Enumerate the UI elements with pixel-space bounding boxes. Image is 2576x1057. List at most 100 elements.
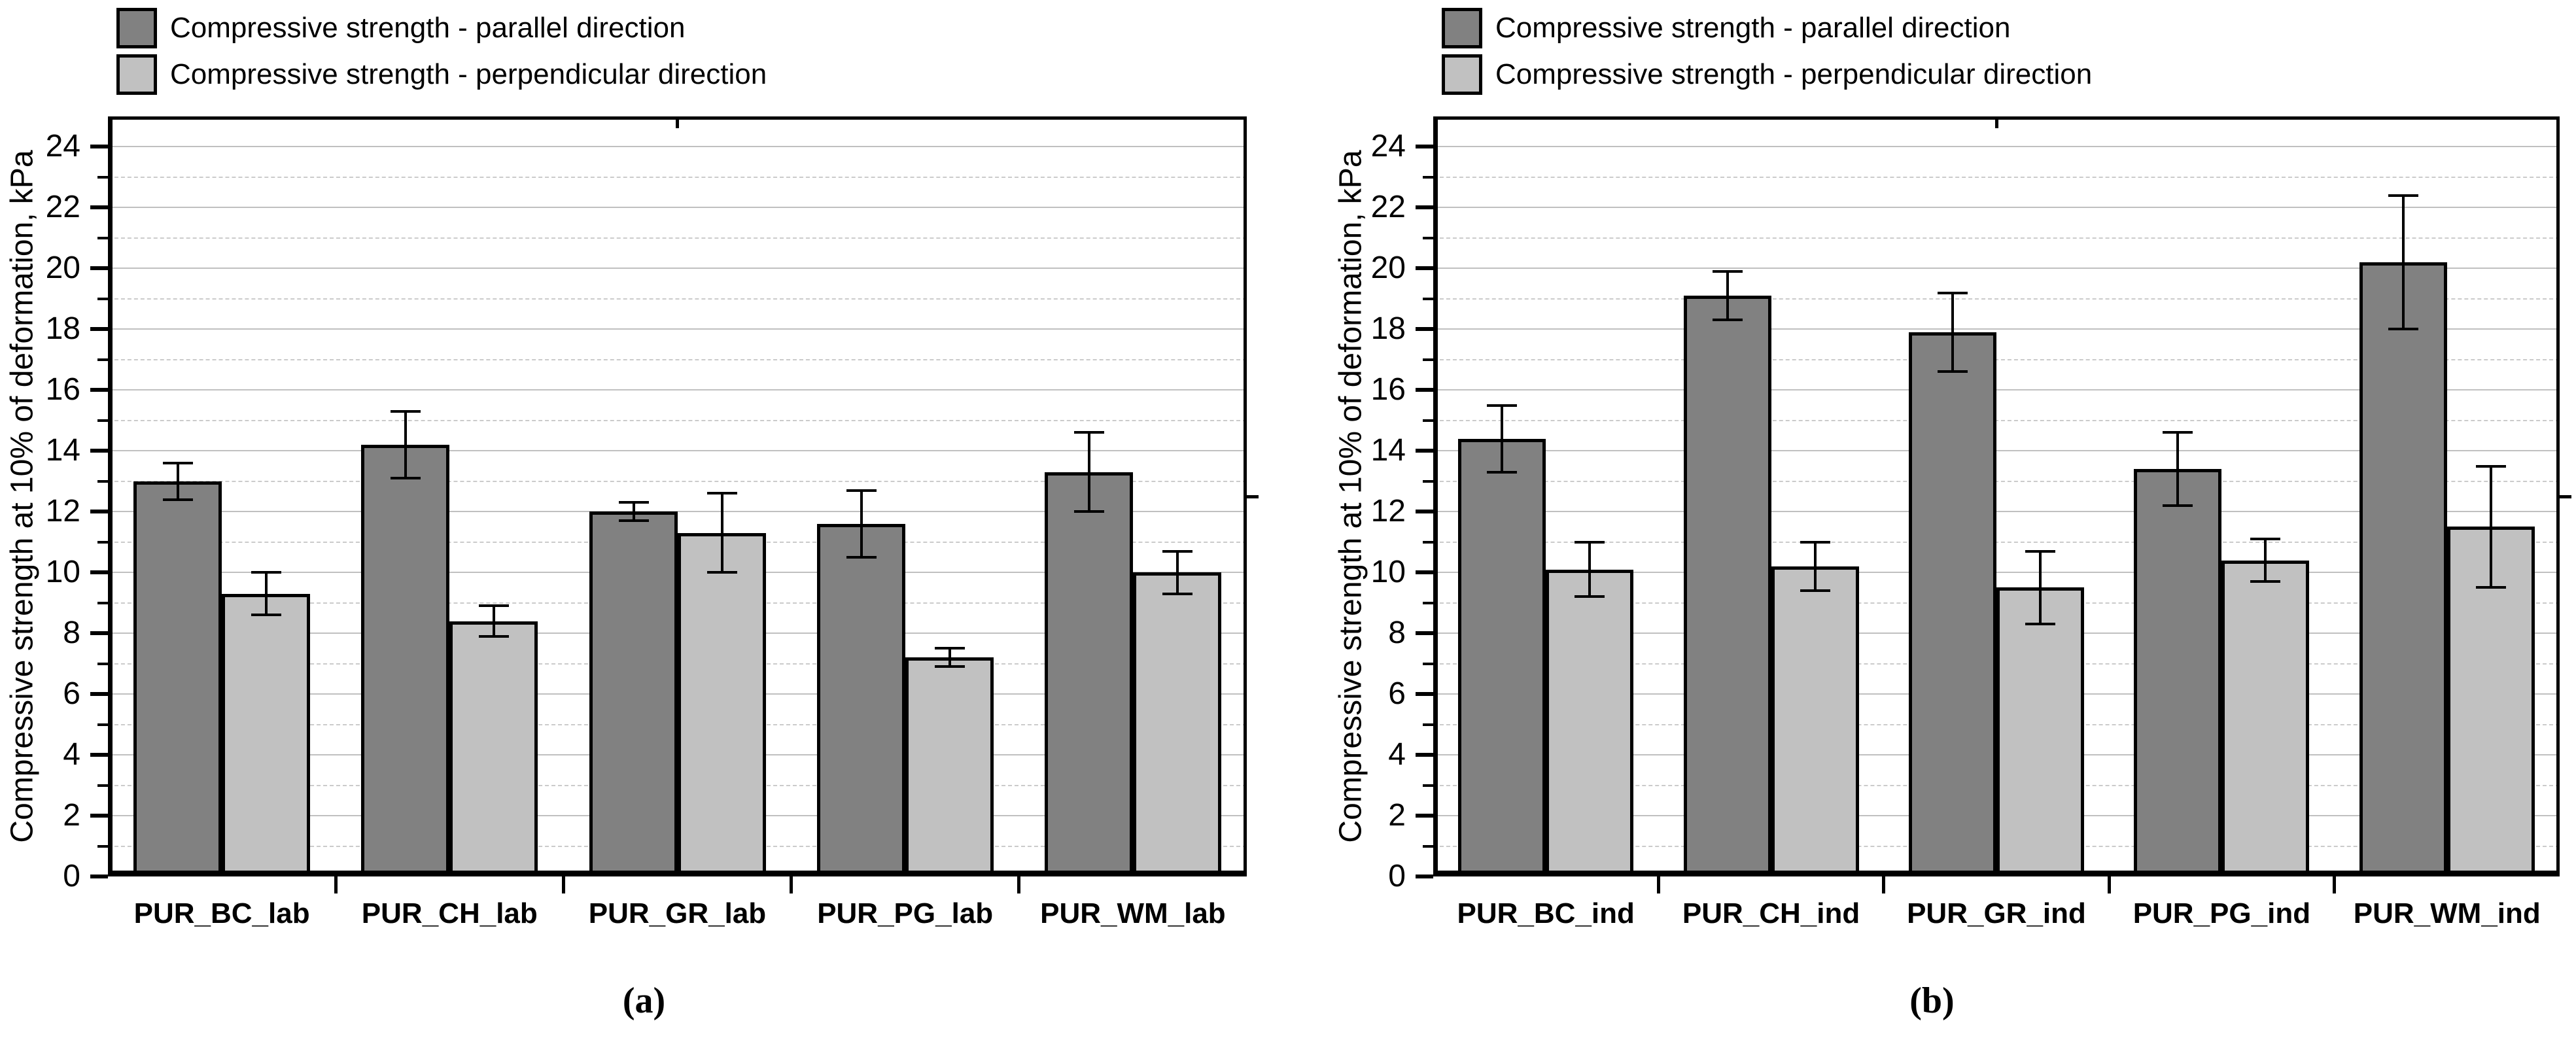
y-axis-major-tick [1416, 327, 1433, 332]
error-bar [1951, 292, 1954, 372]
caption-b: (b) [1909, 980, 1955, 1021]
y-axis-tick-label: 8 [63, 615, 80, 651]
error-bar-cap [706, 492, 737, 495]
error-bar-cap [390, 409, 421, 413]
error-bar-cap [1073, 431, 1104, 434]
y-axis-tick-label: 18 [45, 311, 80, 347]
gridline [108, 146, 1247, 148]
y-axis-major-tick [90, 327, 108, 332]
category-label: PUR_PG_ind [2132, 897, 2311, 929]
bar-PUR_BC_lab-parallel [133, 481, 222, 876]
y-axis-tick-label: 6 [63, 676, 80, 712]
x-axis-boundary-tick [2333, 876, 2337, 893]
y-axis-minor-tick [1423, 662, 1433, 665]
y-axis-major-tick [1416, 753, 1433, 757]
error-bar [860, 490, 863, 557]
top-axis-midpoint-tick [676, 116, 679, 128]
error-bar-cap [618, 519, 649, 523]
error-bar-cap [2250, 538, 2280, 541]
bar-PUR_GR_ind-parallel [1909, 332, 1996, 876]
legend-label-parallel: Compressive strength - parallel directio… [170, 12, 686, 44]
x-axis-boundary-tick [790, 876, 793, 893]
error-bar [1501, 405, 1503, 472]
legend-item-perpendicular: Compressive strength - perpendicular dir… [1442, 54, 2092, 95]
y-axis-minor-tick [1423, 297, 1433, 300]
gridline [1433, 176, 2560, 178]
y-axis-major-tick [1416, 266, 1433, 271]
y-axis-tick-label: 2 [63, 798, 80, 833]
y-axis-minor-tick [1423, 175, 1433, 179]
x-axis-boundary-tick [2107, 876, 2111, 893]
caption-a: (a) [622, 980, 666, 1021]
error-bar-cap [1575, 595, 1605, 598]
error-bar [176, 462, 179, 500]
gridline [108, 207, 1247, 209]
error-bar [2264, 539, 2267, 582]
gridline [1433, 419, 2560, 421]
error-bar-cap [2388, 194, 2418, 197]
legend-swatch-perpendicular [1442, 54, 1482, 95]
bar-PUR_BC_lab-perpendicular [222, 593, 310, 876]
error-bar-cap [2476, 464, 2506, 468]
error-bar [632, 502, 635, 521]
gridline [1433, 207, 2560, 209]
error-bar-cap [846, 489, 877, 492]
y-axis-minor-tick [97, 723, 108, 726]
gridline [1433, 511, 2560, 513]
top-axis-midpoint-tick [1994, 116, 1998, 128]
category-label: PUR_GR_ind [1907, 897, 2086, 929]
plot-frame-right [2556, 116, 2560, 876]
bar-PUR_CH_lab-perpendicular [449, 621, 538, 876]
error-bar [720, 493, 723, 573]
bar-PUR_WM_lab-perpendicular [1133, 572, 1221, 876]
category-label: PUR_CH_lab [361, 897, 538, 929]
y-axis-tick-label: 6 [1388, 676, 1406, 712]
error-bar [1588, 542, 1591, 597]
bar-PUR_PG_lab-parallel [817, 523, 905, 876]
error-bar-cap [2163, 431, 2193, 434]
bar-PUR_BC_ind-parallel [1458, 438, 1546, 876]
y-axis-tick-label: 12 [1370, 494, 1406, 529]
gridline [108, 328, 1247, 330]
error-bar [2176, 432, 2179, 506]
y-axis-major-tick [1416, 205, 1433, 210]
gridline [108, 450, 1247, 452]
error-bar-cap [934, 665, 965, 668]
plot-frame-left [108, 116, 113, 876]
legend: Compressive strength - parallel directio… [116, 8, 767, 95]
error-bar-cap [2250, 580, 2280, 583]
legend: Compressive strength - parallel directio… [1442, 8, 2092, 95]
y-axis-tick-label: 4 [1388, 737, 1406, 772]
error-bar-cap [1713, 319, 1743, 322]
y-axis-tick-label: 10 [1370, 555, 1406, 590]
y-axis-tick-label: 10 [45, 555, 80, 590]
error-bar-cap [251, 614, 281, 617]
y-axis-tick-label: 8 [1388, 615, 1406, 651]
error-bar [948, 648, 951, 667]
x-axis-boundary-tick [334, 876, 338, 893]
y-axis-minor-tick [1423, 419, 1433, 422]
legend-item-perpendicular: Compressive strength - perpendicular dir… [116, 54, 767, 95]
error-bar-cap [162, 461, 193, 464]
y-axis-major-tick [90, 145, 108, 149]
gridline [1433, 358, 2560, 360]
gridline [1433, 541, 2560, 543]
bar-PUR_PG_lab-perpendicular [905, 657, 994, 876]
y-axis-tick-label: 0 [1388, 859, 1406, 893]
bar-PUR_PG_ind-perpendicular [2221, 560, 2309, 876]
y-axis-major-tick [90, 631, 108, 636]
legend-item-parallel: Compressive strength - parallel directio… [116, 8, 767, 48]
y-axis-tick-label: 22 [1370, 190, 1406, 225]
gridline [108, 176, 1247, 178]
plot-frame-bottom [108, 871, 1247, 876]
legend-swatch-parallel [1442, 8, 1482, 48]
y-axis-tick-label: 16 [45, 372, 80, 407]
bar-PUR_CH_ind-perpendicular [1771, 566, 1859, 876]
legend-swatch-perpendicular [116, 54, 157, 95]
gridline [1433, 450, 2560, 452]
y-axis-major-tick [1416, 692, 1433, 697]
y-axis-minor-tick [97, 419, 108, 422]
y-axis-major-tick [1416, 875, 1433, 878]
right-axis-midpoint-tick [1247, 494, 1259, 498]
